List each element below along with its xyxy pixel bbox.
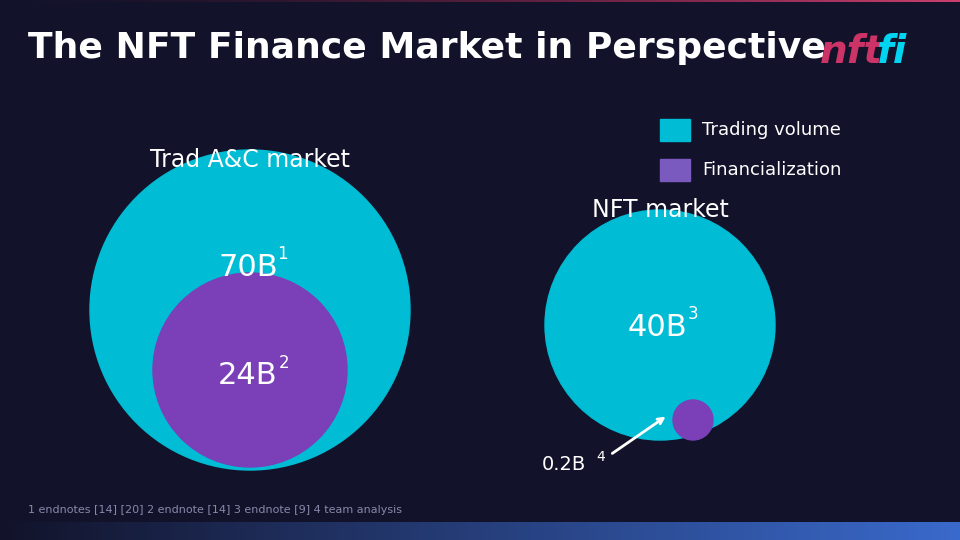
Text: 3: 3 — [687, 305, 698, 323]
Text: NFT market: NFT market — [591, 198, 729, 222]
Text: fi: fi — [876, 33, 906, 71]
Text: Financialization: Financialization — [702, 161, 841, 179]
Circle shape — [545, 210, 775, 440]
Text: nft: nft — [820, 33, 883, 71]
Text: 4: 4 — [596, 450, 606, 464]
Bar — [660, 159, 690, 181]
Bar — [660, 119, 690, 141]
Circle shape — [90, 150, 410, 470]
Circle shape — [673, 400, 713, 440]
Text: Trad A&C market: Trad A&C market — [150, 148, 350, 172]
Text: 1: 1 — [276, 245, 287, 263]
Text: 1 endnotes [14] [20] 2 endnote [14] 3 endnote [9] 4 team analysis: 1 endnotes [14] [20] 2 endnote [14] 3 en… — [28, 505, 402, 515]
Text: 70B: 70B — [218, 253, 277, 282]
Text: The NFT Finance Market in Perspective: The NFT Finance Market in Perspective — [28, 31, 826, 65]
Text: Trading volume: Trading volume — [702, 121, 841, 139]
Text: 0.2B: 0.2B — [541, 456, 587, 475]
Text: 24B: 24B — [218, 361, 277, 390]
Text: 40B: 40B — [627, 314, 686, 342]
Text: 2: 2 — [278, 354, 289, 372]
Circle shape — [153, 273, 347, 467]
